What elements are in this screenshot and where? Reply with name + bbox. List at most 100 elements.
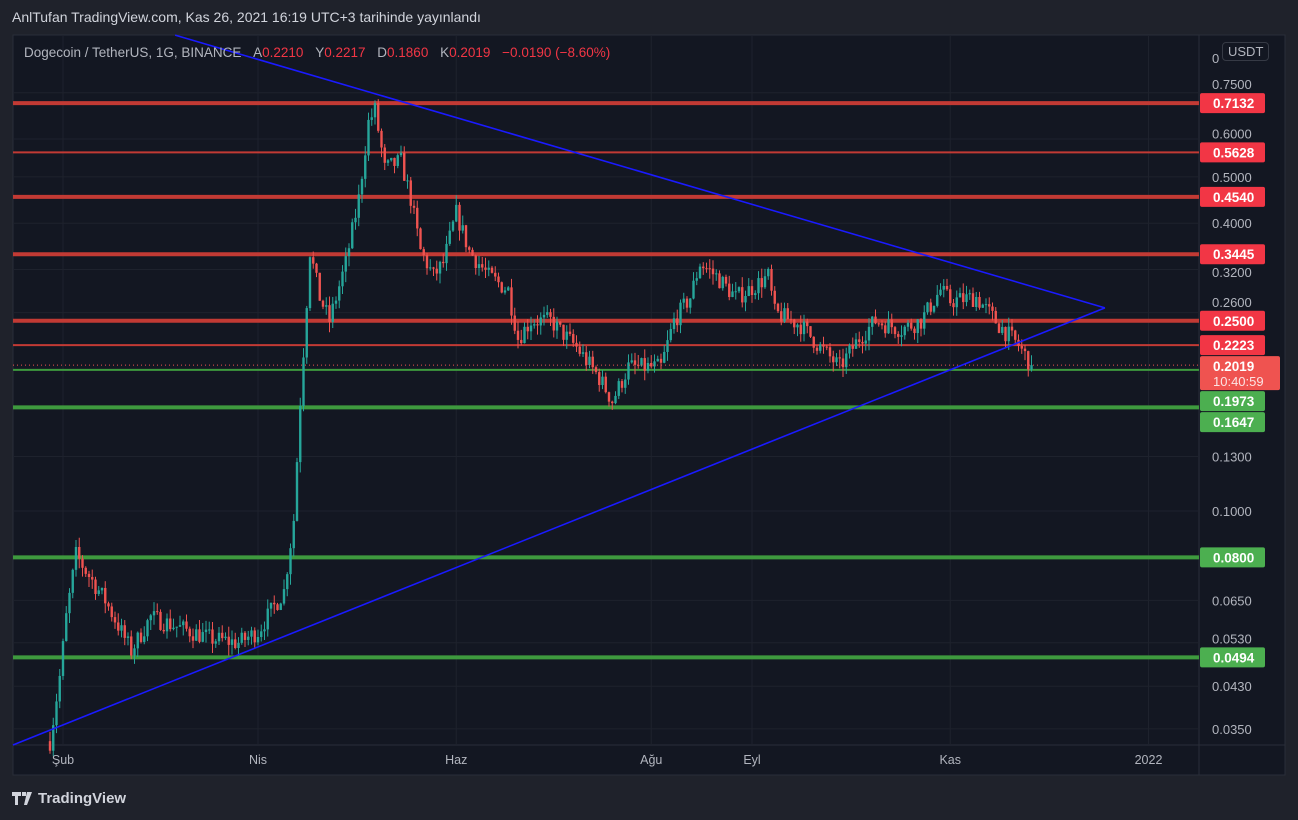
y-tick-label: 0.7500 (1212, 77, 1252, 92)
candle-body (601, 376, 604, 386)
candle-body (224, 636, 227, 639)
x-tick-label: Ağu (640, 753, 662, 767)
candle-body (750, 286, 754, 295)
candle-body (325, 305, 328, 307)
candle-body (861, 341, 864, 344)
candle-body (952, 303, 955, 308)
candle-body (494, 272, 497, 277)
candle-body (903, 326, 906, 336)
candle-body (965, 294, 968, 303)
candle-body (403, 152, 406, 181)
candle-body (627, 362, 630, 380)
trendline-lower (12, 307, 1106, 746)
candle-body (71, 569, 74, 593)
candle-body (828, 347, 832, 357)
candle-body (221, 632, 224, 639)
candle-body (897, 334, 900, 337)
candle-body (611, 401, 614, 404)
candle-body (533, 324, 536, 326)
candle-body (546, 312, 549, 315)
candle-body (269, 602, 273, 609)
candle-body (253, 630, 256, 643)
candle-body (789, 319, 793, 321)
candle-body (975, 296, 978, 308)
candle-body (770, 268, 773, 291)
candle-body (162, 629, 165, 632)
candle-body (747, 286, 750, 297)
candle-body (1010, 326, 1014, 331)
candle-body (630, 360, 633, 363)
candle-body (776, 303, 780, 312)
candle-body (890, 319, 893, 328)
candle-body (120, 625, 123, 631)
candle-body (1014, 330, 1017, 340)
candle-body (175, 626, 178, 628)
candle-body (156, 611, 159, 613)
candle-body (536, 324, 539, 326)
candle-body (666, 340, 669, 352)
candle-body (962, 293, 965, 303)
currency-button[interactable]: USDT (1222, 42, 1270, 61)
candle-body (806, 321, 809, 327)
candle-body (364, 155, 367, 179)
candle-body (763, 276, 767, 288)
candle-body (858, 339, 861, 342)
candle-body (474, 255, 477, 269)
candle-body (263, 629, 266, 632)
candle-body (289, 548, 292, 575)
candle-body (529, 325, 533, 332)
candle-body (455, 204, 458, 222)
close-value: 0.2019 (449, 45, 491, 60)
candle-body (617, 381, 620, 396)
candle-body (923, 312, 926, 329)
candle-body (234, 639, 237, 649)
candle-body (464, 225, 468, 248)
candle-body (702, 266, 705, 269)
candle-body (559, 321, 562, 325)
candle-body (78, 546, 81, 559)
tradingview-logo[interactable]: TradingView (12, 790, 126, 807)
candle-body (906, 322, 910, 327)
candle-body (692, 280, 695, 299)
candle-body (523, 326, 526, 344)
x-tick-label: Haz (445, 753, 467, 767)
candle-body (874, 316, 877, 324)
candle-body (936, 294, 939, 306)
candle-body (822, 344, 825, 347)
open-label: A (253, 45, 263, 60)
y-tick-label: 0.0650 (1212, 593, 1252, 608)
candle-body (152, 611, 156, 616)
candle-body (243, 632, 247, 640)
candle-body (191, 636, 195, 641)
candle-body (1004, 326, 1007, 342)
candle-body (841, 358, 845, 368)
level-tag-bg (1200, 310, 1265, 331)
candle-body (815, 347, 819, 351)
level-tag-label: 0.5628 (1213, 145, 1255, 160)
candle-body (676, 318, 679, 326)
candle-body (48, 741, 52, 751)
candle-body (848, 345, 851, 354)
candle-body (507, 287, 510, 291)
x-tick-label: Nis (249, 753, 267, 767)
candle-body (399, 152, 403, 156)
level-tag-bg (1200, 142, 1265, 163)
candle-body (351, 222, 354, 249)
candle-body (159, 611, 162, 630)
candle-body (260, 631, 263, 637)
chart-frame (12, 34, 1286, 776)
candle-body (97, 590, 100, 594)
level-tag-label: 0.0800 (1213, 550, 1254, 565)
candle-body (689, 298, 692, 308)
candle-body (731, 291, 734, 298)
candle-body (949, 289, 952, 304)
candle-body (773, 290, 776, 304)
candle-body (588, 356, 591, 366)
candle-body (136, 632, 139, 649)
candle-body (598, 372, 601, 386)
candle-body (344, 256, 347, 272)
symbol-name[interactable]: Dogecoin / TetherUS, 1G, BINANCE (24, 45, 242, 60)
candle-body (211, 629, 214, 644)
candle-body (65, 613, 68, 642)
